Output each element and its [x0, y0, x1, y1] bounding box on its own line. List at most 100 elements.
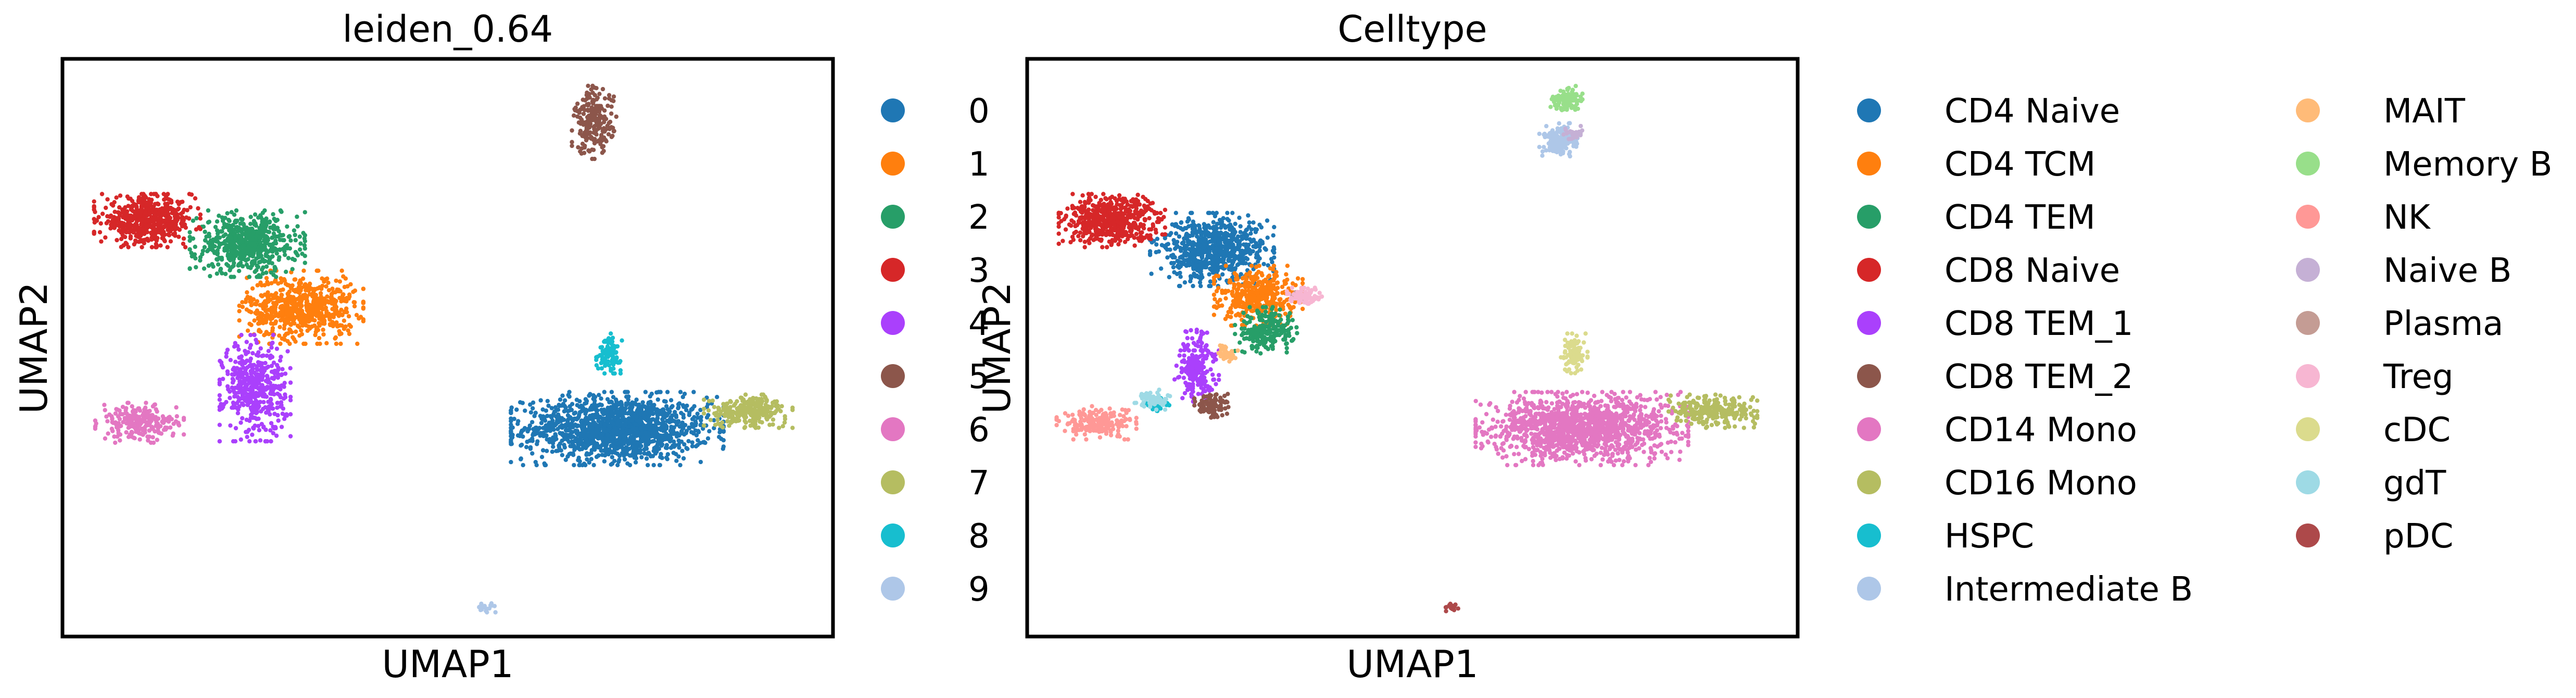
data-point [673, 409, 677, 415]
data-point [609, 366, 613, 371]
data-point [580, 106, 585, 111]
data-point [181, 432, 186, 437]
scatter-points-leiden [92, 83, 795, 615]
data-point [635, 426, 639, 431]
data-point [484, 608, 488, 614]
data-point [155, 409, 159, 414]
data-point [744, 406, 749, 410]
data-point [592, 131, 598, 135]
data-point [298, 285, 303, 290]
data-point [701, 406, 706, 412]
chart-title-celltype: Celltype [1337, 8, 1487, 51]
data-point [601, 144, 606, 148]
data-point [321, 327, 325, 332]
data-point [238, 389, 243, 394]
data-point [735, 413, 740, 417]
data-point [493, 610, 498, 615]
data-point [566, 393, 571, 397]
data-point [149, 192, 154, 196]
data-point [595, 104, 600, 108]
data-point [271, 332, 276, 338]
legend-item: 6 [881, 411, 990, 450]
data-point [221, 234, 226, 239]
data-point [346, 314, 351, 319]
data-point [695, 443, 700, 447]
data-point [194, 227, 199, 232]
data-point [156, 211, 161, 216]
data-point [591, 101, 596, 106]
data-point [250, 286, 255, 291]
data-point [154, 245, 159, 250]
data-point [219, 242, 223, 246]
data-point [579, 117, 584, 122]
data-point [125, 194, 130, 199]
data-point [647, 424, 652, 429]
data-point [249, 322, 254, 328]
data-point [248, 237, 253, 242]
data-point [634, 414, 639, 419]
data-point [1172, 255, 1177, 260]
data-point [261, 321, 266, 326]
data-point [115, 238, 119, 243]
data-point [176, 206, 181, 211]
data-point [217, 380, 222, 385]
data-point [677, 445, 681, 450]
data-point [110, 429, 115, 433]
data-point [216, 262, 221, 267]
cluster-3 [92, 192, 203, 250]
data-point [334, 305, 339, 309]
data-point [602, 359, 607, 365]
data-point [562, 398, 567, 403]
data-point [556, 420, 561, 425]
data-point [592, 401, 597, 406]
data-point [658, 463, 663, 468]
data-point [129, 430, 134, 434]
data-point [591, 147, 596, 152]
data-point [271, 406, 275, 411]
data-point [210, 247, 214, 252]
data-point [622, 441, 626, 445]
data-point [247, 275, 252, 279]
data-point [354, 313, 359, 317]
data-point [312, 303, 318, 308]
data-point [241, 221, 246, 226]
data-point [286, 296, 291, 301]
data-point [696, 438, 700, 443]
data-point [519, 457, 523, 462]
data-point [168, 239, 173, 244]
data-point [319, 318, 324, 322]
data-point [225, 384, 230, 389]
data-point [288, 412, 293, 417]
chart-title-leiden: leiden_0.64 [343, 8, 553, 51]
data-point [270, 235, 275, 240]
data-point [279, 400, 284, 405]
data-point [123, 408, 128, 413]
data-point [245, 365, 250, 370]
data-point [332, 312, 336, 317]
data-point [337, 295, 342, 301]
data-point [149, 230, 154, 235]
data-point [1246, 213, 1251, 218]
data-point [644, 405, 649, 410]
data-point [165, 245, 170, 250]
data-point [1171, 265, 1176, 270]
data-point [240, 416, 245, 421]
data-point [289, 285, 294, 290]
data-point [155, 201, 160, 206]
data-point [122, 212, 127, 217]
data-point [575, 101, 580, 106]
data-point [642, 451, 647, 456]
data-point [570, 143, 574, 148]
legend-item: 1 [881, 145, 990, 184]
data-point [638, 444, 643, 449]
data-point [261, 301, 266, 306]
data-point [600, 453, 605, 457]
data-point [301, 341, 306, 346]
data-point [607, 127, 612, 131]
data-point [228, 358, 233, 363]
data-point [115, 407, 120, 412]
data-point [131, 415, 136, 419]
data-point [539, 455, 545, 459]
data-point [594, 422, 599, 427]
data-point [665, 390, 670, 394]
